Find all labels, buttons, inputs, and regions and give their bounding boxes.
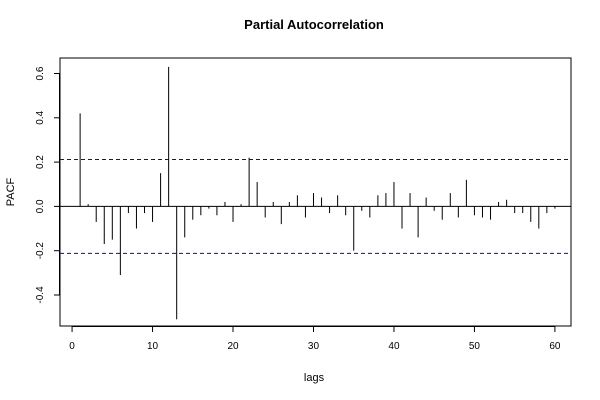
x-tick-label: 0: [69, 341, 75, 352]
x-tick-label: 10: [147, 341, 159, 352]
x-tick-label: 60: [549, 341, 561, 352]
x-tick-label: 50: [469, 341, 481, 352]
confidence-bounds: [60, 158, 571, 254]
x-tick-label: 40: [388, 341, 400, 352]
y-tick-label: 0.0: [35, 199, 46, 213]
chart-title: Partial Autocorrelation: [244, 17, 384, 32]
x-axis: 0 10 20 30 40 50 60: [69, 326, 561, 352]
y-tick-label: -0.4: [35, 286, 46, 304]
y-axis: -0.4 -0.2 0.0 0.2 0.4 0.6: [35, 66, 60, 304]
y-tick-label: 0.6: [35, 66, 46, 80]
y-axis-label: PACF: [5, 177, 17, 206]
x-tick-label: 30: [308, 341, 320, 352]
y-tick-label: 0.2: [35, 155, 46, 169]
plot-frame: [59, 57, 572, 327]
y-tick-label: -0.2: [35, 242, 46, 260]
x-tick-label: 20: [227, 341, 239, 352]
x-axis-label: lags: [304, 372, 325, 384]
pacf-bars: [79, 66, 556, 320]
y-tick-label: 0.4: [35, 110, 46, 124]
